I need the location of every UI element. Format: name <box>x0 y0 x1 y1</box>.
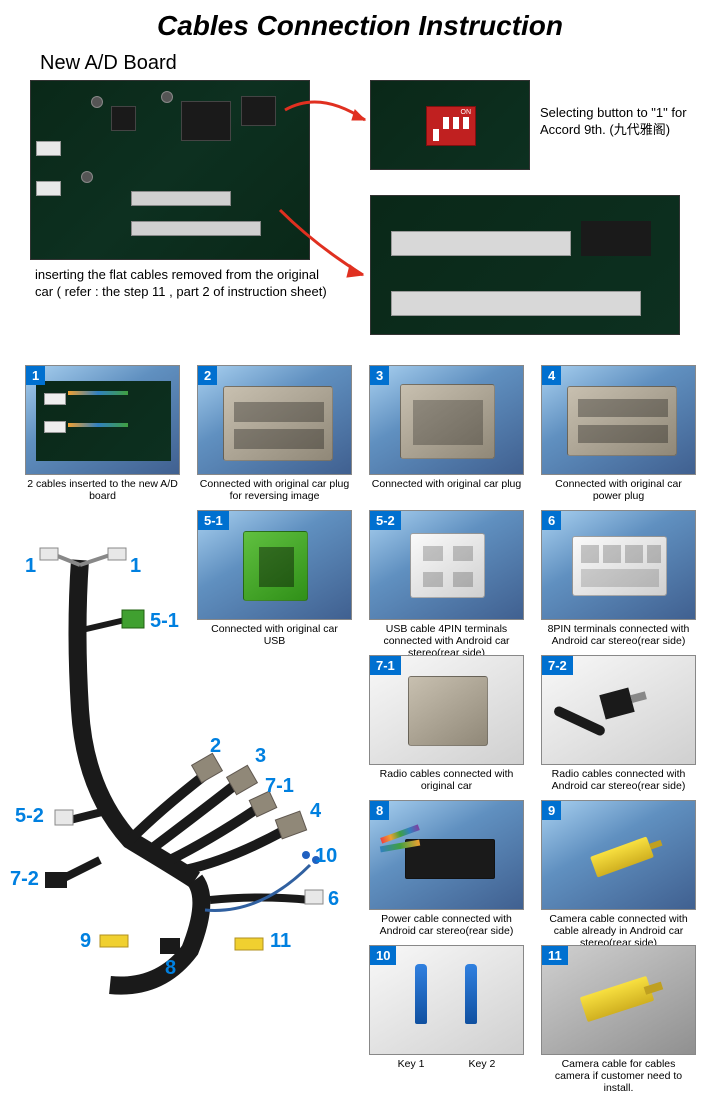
badge-11: 11 <box>542 946 568 965</box>
arrow-to-dip <box>280 85 380 145</box>
pcb-dip-switch-detail <box>370 80 530 170</box>
hl-7-2: 7-2 <box>10 868 39 891</box>
tile-10: 10 Key 1 Key 2 <box>369 945 524 1073</box>
badge-6: 6 <box>542 511 561 530</box>
hl-11: 11 <box>270 930 291 953</box>
caption-1: 2 cables inserted to the new A/D board <box>25 475 180 505</box>
badge-7-1: 7-1 <box>370 656 401 675</box>
pcb-main-board <box>30 80 310 260</box>
badge-9: 9 <box>542 801 561 820</box>
caption-11: Camera cable for cables camera if custom… <box>541 1055 696 1097</box>
top-section: Selecting button to "1" for Accord 9th. … <box>0 75 720 355</box>
badge-10: 10 <box>370 946 396 965</box>
badge-2: 2 <box>198 366 217 385</box>
tile-4: 4 Connected with original car power plug <box>541 365 696 505</box>
hl-4: 4 <box>310 800 321 823</box>
tile-6: 6 8PIN terminals connected with Android … <box>541 510 696 650</box>
instruction-ribbon: inserting the flat cables removed from t… <box>35 267 335 301</box>
badge-5-2: 5-2 <box>370 511 401 530</box>
caption-7-1: Radio cables connected with original car <box>369 765 524 795</box>
badge-7-2: 7-2 <box>542 656 573 675</box>
tile-5-2: 5-2 USB cable 4PIN terminals connected w… <box>369 510 524 662</box>
tile-11: 11 Camera cable for cables camera if cus… <box>541 945 696 1097</box>
badge-3: 3 <box>370 366 389 385</box>
caption-2: Connected with original car plug for rev… <box>197 475 352 505</box>
tile-7-2: 7-2 Radio cables connected with Android … <box>541 655 696 795</box>
hl-3: 3 <box>255 745 266 768</box>
hl-8: 8 <box>165 957 176 980</box>
hl-5-2: 5-2 <box>15 805 44 828</box>
hl-5-1: 5-1 <box>150 610 179 633</box>
badge-1: 1 <box>26 366 45 385</box>
caption-6: 8PIN terminals connected with Android ca… <box>541 620 696 650</box>
hl-6: 6 <box>328 888 339 911</box>
pcb-ribbon-detail <box>370 195 680 335</box>
tile-9: 9 Camera cable connected with cable alre… <box>541 800 696 952</box>
caption-4: Connected with original car power plug <box>541 475 696 505</box>
tile-8: 8 Power cable connected with Android car… <box>369 800 524 940</box>
tile-2: 2 Connected with original car plug for r… <box>197 365 352 505</box>
caption-3: Connected with original car plug <box>369 475 524 493</box>
hl-1a: 1 <box>25 555 36 578</box>
instruction-dip: Selecting button to "1" for Accord 9th. … <box>540 105 710 139</box>
badge-8: 8 <box>370 801 389 820</box>
tile-7-1: 7-1 Radio cables connected with original… <box>369 655 524 795</box>
hl-1b: 1 <box>130 555 141 578</box>
caption-7-2: Radio cables connected with Android car … <box>541 765 696 795</box>
hl-9: 9 <box>80 930 91 953</box>
caption-10: Key 1 Key 2 <box>369 1055 524 1073</box>
subtitle: New A/D Board <box>0 52 720 75</box>
hl-2: 2 <box>210 735 221 758</box>
badge-5-1: 5-1 <box>198 511 229 530</box>
hl-7-1: 7-1 <box>265 775 294 798</box>
tile-1: 1 2 cables inserted to the new A/D board <box>25 365 180 505</box>
tile-3: 3 Connected with original car plug <box>369 365 524 493</box>
caption-8: Power cable connected with Android car s… <box>369 910 524 940</box>
badge-4: 4 <box>542 366 561 385</box>
wire-harness: 1 1 5-1 2 3 7-1 4 5-2 10 7-2 6 9 8 11 <box>10 510 360 1010</box>
page-title: Cables Connection Instruction <box>0 0 720 47</box>
hl-10: 10 <box>315 845 337 868</box>
